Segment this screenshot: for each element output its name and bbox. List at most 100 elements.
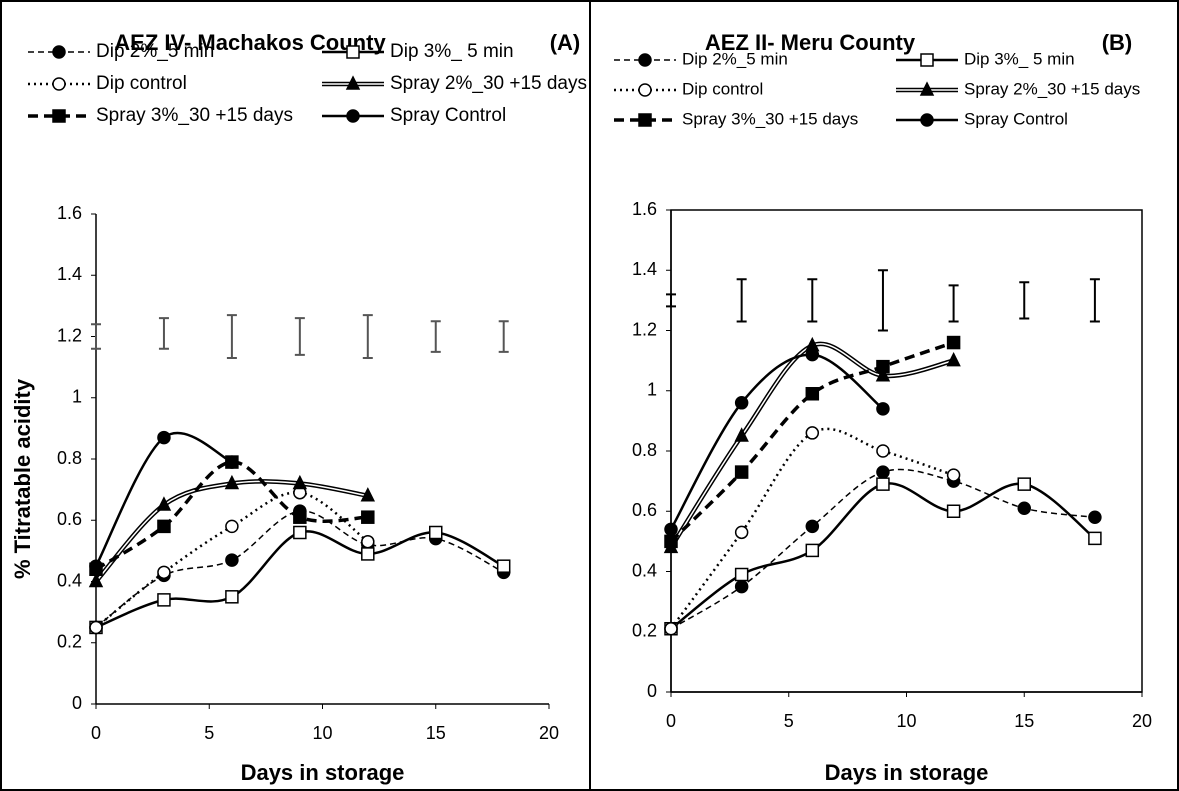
- y-tick-label: 1: [647, 380, 657, 400]
- error-bar: [1089, 278, 1100, 323]
- series-line: [669, 353, 884, 530]
- error-bar: [498, 320, 509, 353]
- x-tick-label: 5: [204, 723, 214, 743]
- marker: [919, 81, 935, 96]
- legend-label: Spray Control: [390, 105, 506, 126]
- marker: [1088, 531, 1102, 546]
- marker: [876, 444, 890, 458]
- series-line-inner: [670, 343, 954, 548]
- y-tick-label: 1: [72, 387, 82, 407]
- marker: [734, 525, 749, 540]
- series-line: [669, 427, 955, 630]
- marker: [805, 347, 820, 362]
- error-bar: [91, 323, 101, 350]
- marker: [734, 427, 749, 442]
- error-bar: [362, 314, 373, 359]
- marker: [52, 45, 66, 59]
- y-tick-label: 0: [647, 681, 657, 701]
- marker: [734, 567, 749, 582]
- marker: [225, 553, 239, 567]
- marker: [361, 534, 375, 549]
- marker: [361, 547, 375, 561]
- marker: [52, 77, 66, 91]
- y-tick-label: 0: [72, 693, 82, 713]
- marker: [157, 565, 171, 580]
- error-bar: [666, 293, 676, 308]
- marker: [734, 579, 749, 594]
- y-tick-label: 0.6: [57, 509, 82, 529]
- marker: [224, 474, 240, 490]
- marker: [920, 53, 934, 67]
- marker: [1088, 510, 1102, 525]
- error-bar: [948, 284, 959, 323]
- marker: [225, 519, 239, 534]
- marker: [946, 468, 961, 482]
- marker: [876, 359, 890, 374]
- legend-label: Spray 3%_30 +15 days: [682, 109, 858, 128]
- marker: [346, 109, 360, 123]
- panel-label: (A): [550, 30, 581, 55]
- marker: [157, 593, 171, 607]
- y-tick-label: 0.2: [57, 632, 82, 652]
- marker: [225, 590, 239, 604]
- chart-title: AEZ IV- Machakos County: [114, 30, 386, 55]
- x-tick-label: 20: [1132, 711, 1152, 731]
- panel-label: (B): [1102, 30, 1133, 55]
- x-tick-label: 10: [312, 723, 332, 743]
- x-tick-label: 15: [426, 723, 446, 743]
- legend-label: Dip 3%_ 5 min: [964, 49, 1075, 68]
- marker: [361, 510, 375, 524]
- marker: [293, 510, 307, 524]
- error-bar: [1019, 281, 1030, 320]
- x-tick-label: 0: [666, 711, 676, 731]
- error-bar: [430, 320, 441, 353]
- marker: [876, 465, 890, 479]
- error-bar: [158, 317, 169, 350]
- marker: [805, 426, 820, 440]
- marker: [734, 465, 749, 479]
- y-tick-label: 1.2: [57, 325, 82, 345]
- marker: [638, 53, 652, 67]
- marker: [1017, 501, 1031, 515]
- marker: [89, 559, 103, 573]
- marker: [664, 522, 678, 537]
- y-axis-label: % Titratable acidity: [10, 378, 35, 579]
- legend-label: Dip 2%_5 min: [96, 41, 214, 62]
- legend-label: Dip control: [96, 73, 187, 94]
- y-tick-label: 1.4: [632, 259, 657, 279]
- marker: [805, 519, 820, 534]
- legend-label: Spray 3%_30 +15 days: [96, 105, 293, 126]
- marker: [1017, 477, 1031, 491]
- y-tick-label: 1.4: [57, 264, 82, 284]
- marker: [429, 525, 443, 540]
- error-bar: [877, 269, 888, 332]
- marker: [360, 487, 376, 502]
- x-tick-label: 0: [91, 723, 101, 743]
- marker: [946, 351, 961, 367]
- legend-label: Spray 2%_30 +15 days: [964, 79, 1140, 98]
- marker: [805, 387, 820, 401]
- x-tick-label: 20: [539, 723, 559, 743]
- legend-label: Dip 3%_ 5 min: [390, 41, 514, 62]
- marker: [156, 496, 172, 511]
- marker: [345, 75, 361, 90]
- y-tick-label: 0.8: [57, 448, 82, 468]
- error-bar: [807, 278, 818, 323]
- y-tick-label: 1.6: [57, 203, 82, 223]
- marker: [293, 525, 307, 540]
- x-axis-label: Days in storage: [241, 760, 405, 785]
- marker: [805, 543, 820, 558]
- y-tick-label: 0.4: [632, 560, 657, 580]
- legend-label: Dip control: [682, 79, 763, 98]
- marker: [876, 402, 890, 416]
- x-tick-label: 15: [1014, 711, 1034, 731]
- marker: [876, 477, 890, 491]
- y-tick-label: 0.6: [632, 500, 657, 520]
- y-tick-label: 0.8: [632, 440, 657, 460]
- error-bar: [736, 278, 747, 323]
- legend-label: Spray 2%_30 +15 days: [390, 73, 587, 94]
- marker: [496, 559, 511, 573]
- error-bar: [294, 317, 305, 356]
- y-tick-label: 1.6: [632, 199, 657, 219]
